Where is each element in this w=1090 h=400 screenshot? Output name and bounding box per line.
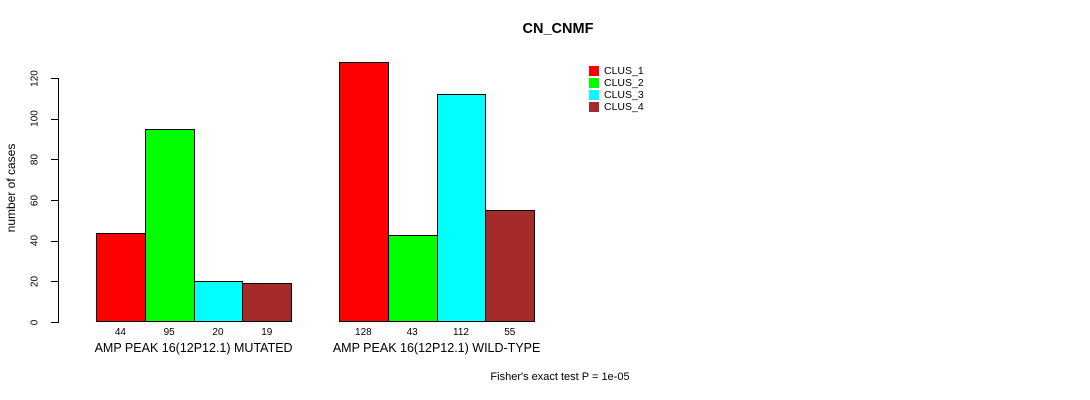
- y-tick-label: 60: [29, 194, 41, 206]
- legend-swatch-clus_1: [589, 66, 599, 76]
- y-tick-label: 100: [29, 110, 41, 127]
- y-axis-tick: [51, 281, 58, 283]
- y-tick-label: 40: [29, 235, 41, 247]
- chart-title: CN_CNMF: [522, 21, 594, 37]
- bar-clus_1-group1: [96, 233, 146, 322]
- legend-item-clus_4: CLUS_4: [589, 101, 644, 113]
- bar-value-label: 20: [212, 327, 224, 338]
- fisher-test-annotation: Fisher's exact test P = 1e-05: [490, 371, 630, 383]
- legend-label: CLUS_2: [604, 77, 644, 89]
- bar-value-label: 128: [355, 327, 372, 338]
- y-axis-tick: [51, 78, 58, 79]
- bar-clus_1-group2: [339, 62, 389, 322]
- bar-value-label: 95: [163, 327, 175, 338]
- bar-clus_4-group2: [485, 210, 536, 322]
- y-axis-tick: [51, 240, 58, 242]
- bar-value-label: 112: [453, 327, 469, 338]
- bar-value-label: 43: [406, 327, 418, 338]
- y-tick-label: 0: [29, 319, 41, 325]
- bar-clus_2-group2: [387, 235, 438, 322]
- y-tick-label: 80: [29, 153, 41, 165]
- legend: CLUS_1 CLUS_2 CLUS_3 CLUS_4: [589, 65, 644, 113]
- legend-item-clus_1: CLUS_1: [589, 65, 644, 77]
- bar-clus_4-group1: [242, 283, 293, 322]
- legend-swatch-clus_3: [589, 90, 599, 100]
- bar-value-label: 55: [504, 327, 516, 338]
- legend-swatch-clus_4: [589, 102, 599, 112]
- legend-label: CLUS_3: [604, 89, 644, 101]
- y-axis-tick: [51, 322, 58, 323]
- legend-item-clus_3: CLUS_3: [589, 89, 644, 101]
- y-axis-tick: [51, 118, 58, 120]
- y-tick-label: 120: [29, 69, 41, 87]
- y-axis-tick: [51, 159, 58, 161]
- bar-value-label: 19: [261, 327, 273, 338]
- legend-item-clus_2: CLUS_2: [589, 77, 644, 89]
- bar-value-label: 44: [114, 327, 126, 338]
- group-label: AMP PEAK 16(12P12.1) MUTATED: [94, 341, 293, 355]
- y-axis-line: [58, 78, 59, 323]
- legend-swatch-clus_2: [589, 78, 599, 88]
- bar-clus_3-group2: [436, 94, 487, 322]
- legend-label: CLUS_4: [604, 101, 644, 113]
- legend-label: CLUS_1: [604, 65, 644, 77]
- bar-clus_2-group1: [144, 129, 195, 322]
- y-axis-tick: [51, 200, 58, 201]
- bar-clus_3-group1: [193, 281, 244, 322]
- y-tick-label: 20: [29, 275, 41, 287]
- group-label: AMP PEAK 16(12P12.1) WILD-TYPE: [332, 341, 541, 355]
